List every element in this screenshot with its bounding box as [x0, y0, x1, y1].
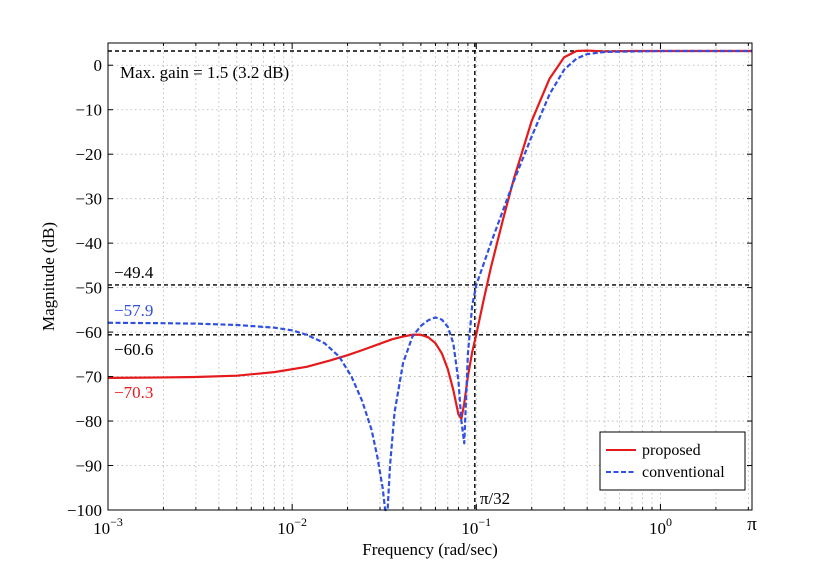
x-tick-label: π	[747, 514, 757, 535]
series-lines	[107, 49, 752, 512]
x-tick-label: 10−2	[277, 515, 307, 538]
series-line-conventional	[107, 49, 752, 512]
y-axis-label: Magnitude (dB)	[39, 222, 58, 331]
annotation-pi-over-32: π/32	[480, 489, 510, 508]
y-tick-label: −50	[75, 279, 102, 298]
y-tick-label: −70	[75, 368, 102, 387]
x-axis-label: Frequency (rad/sec)	[362, 540, 497, 559]
y-tick-label: −10	[75, 101, 102, 120]
x-tick-label: 100	[649, 515, 672, 538]
annotation-level: −49.4	[114, 263, 154, 282]
legend-box	[599, 431, 746, 491]
y-tick-label: −90	[75, 457, 102, 476]
grid	[108, 43, 752, 510]
annotation-level: −57.9	[114, 301, 153, 320]
x-tick-label: 10−3	[93, 515, 123, 538]
legend: proposed conventional	[599, 431, 746, 491]
annotation-level: −70.3	[114, 383, 153, 402]
annotation-max-gain: Max. gain = 1.5 (3.2 dB)	[120, 63, 289, 82]
legend-label-conventional: conventional	[642, 464, 725, 481]
y-tick-label: −40	[75, 234, 102, 253]
annotations: Max. gain = 1.5 (3.2 dB) −49.4 −57.9 −60.6 −…	[114, 63, 510, 508]
series-line-proposed	[107, 49, 752, 420]
y-tick-label: −100	[67, 501, 102, 520]
y-tick-label: −30	[75, 190, 102, 209]
annotation-level: −60.6	[114, 340, 153, 359]
y-tick-label: 0	[94, 56, 103, 75]
legend-label-proposed: proposed	[642, 442, 701, 459]
y-tick-label: −60	[75, 323, 102, 342]
x-tick-label: 10−1	[461, 515, 491, 538]
y-tick-label: −80	[75, 412, 102, 431]
reference-lines	[108, 43, 752, 510]
y-tick-label: −20	[75, 145, 102, 164]
plot-frame	[107, 42, 753, 511]
